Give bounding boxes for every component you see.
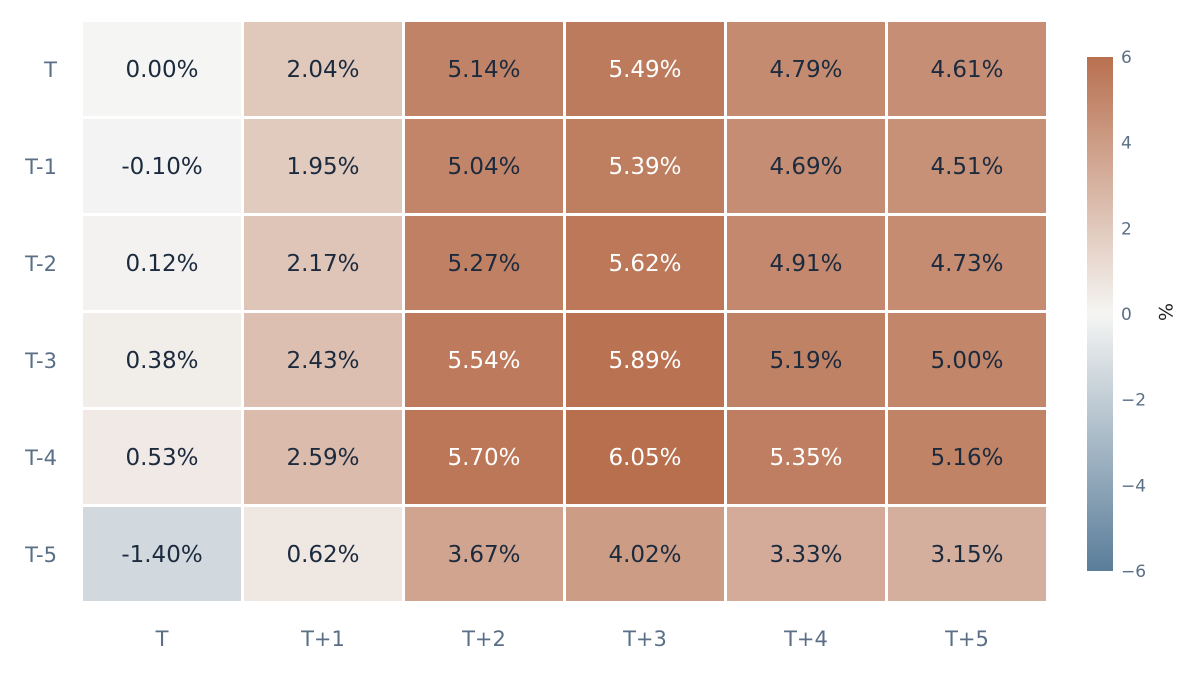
heatmap-cell [244, 22, 402, 116]
colorbar-tick-label: 6 [1121, 48, 1132, 68]
heatmap-cell [888, 22, 1046, 116]
cell-label: 5.27% [447, 251, 520, 277]
cell-label: 5.35% [769, 445, 842, 471]
cell-label: 0.62% [286, 542, 359, 568]
cell-label: 6.05% [608, 445, 681, 471]
y-axis: T T-1 T-2 T-3 T-4 T-5 [24, 58, 57, 567]
heatmap-cell [244, 410, 402, 504]
heatmap-cell [888, 410, 1046, 504]
heatmap-cell [244, 507, 402, 601]
colorbar-tick-label: 4 [1121, 134, 1132, 154]
x-tick-label: T+3 [622, 627, 667, 651]
cell-label: 3.33% [769, 542, 842, 568]
heatmap-cell [244, 216, 402, 310]
cell-label: 5.49% [608, 57, 681, 83]
heatmap-cell [244, 313, 402, 407]
colorbar-tick-label: 2 [1121, 219, 1132, 239]
cell-label: 5.39% [608, 154, 681, 180]
cell-label: 3.67% [447, 542, 520, 568]
heatmap-cell [244, 119, 402, 213]
y-tick-label: T-1 [24, 155, 57, 179]
cell-label: 0.12% [125, 251, 198, 277]
y-tick-label: T-5 [24, 543, 57, 567]
heatmap-cell [888, 216, 1046, 310]
x-tick-label: T+5 [944, 627, 989, 651]
cell-label: 2.04% [286, 57, 359, 83]
colorbar-tick-label: 0 [1121, 305, 1132, 325]
cell-label: -0.10% [121, 154, 202, 180]
colorbar-tick-label: −6 [1121, 562, 1146, 582]
heatmap-cell [405, 313, 563, 407]
cell-label: 1.95% [286, 154, 359, 180]
heatmap-cell [888, 507, 1046, 601]
x-tick-label: T [155, 627, 169, 651]
heatmap-cell [727, 313, 885, 407]
heatmap-cell [566, 313, 724, 407]
cell-label: 4.69% [769, 154, 842, 180]
heatmap-cells: 0.00% 2.04% 5.14% 5.49% 4.79% 4.61% -0.10% 1.95… [83, 22, 1046, 601]
heatmap-cell [83, 216, 241, 310]
cell-label: 2.17% [286, 251, 359, 277]
heatmap-cell [888, 313, 1046, 407]
cell-label: 3.15% [930, 542, 1003, 568]
cell-label: 5.54% [447, 348, 520, 374]
x-tick-label: T+1 [300, 627, 345, 651]
heatmap-cell [566, 22, 724, 116]
cell-label: 0.00% [125, 57, 198, 83]
cell-label: 2.59% [286, 445, 359, 471]
heatmap-cell [405, 507, 563, 601]
colorbar-title: % [1154, 302, 1176, 322]
x-axis: T T+1 T+2 T+3 T+4 T+5 [155, 627, 989, 651]
heatmap-cell [727, 22, 885, 116]
y-tick-label: T-3 [24, 349, 57, 373]
colorbar-ticks: 6 4 2 0 −2 −4 −6 [1121, 48, 1146, 582]
heatmap-cell [727, 216, 885, 310]
colorbar-gradient [1087, 57, 1113, 571]
cell-label: 4.51% [930, 154, 1003, 180]
y-tick-label: T-2 [24, 252, 57, 276]
cell-label: 4.73% [930, 251, 1003, 277]
cell-label: 2.43% [286, 348, 359, 374]
heatmap-cell [83, 410, 241, 504]
heatmap-cell [405, 410, 563, 504]
colorbar: 6 4 2 0 −2 −4 −6 [1087, 48, 1146, 582]
heatmap-cell [566, 216, 724, 310]
heatmap-cell [566, 410, 724, 504]
x-tick-label: T+4 [783, 627, 828, 651]
colorbar-tick-label: −4 [1121, 476, 1146, 496]
heatmap-cell [405, 119, 563, 213]
heatmap-cell [566, 507, 724, 601]
cell-label: 5.70% [447, 445, 520, 471]
cell-label: 5.19% [769, 348, 842, 374]
cell-label: 4.79% [769, 57, 842, 83]
cell-label: 5.16% [930, 445, 1003, 471]
heatmap-cell [888, 119, 1046, 213]
heatmap-cell [405, 216, 563, 310]
heatmap-cell [405, 22, 563, 116]
cell-label: 5.00% [930, 348, 1003, 374]
heatmap-cell [83, 22, 241, 116]
heatmap-cell [83, 507, 241, 601]
x-tick-label: T+2 [461, 627, 506, 651]
cell-label: 0.38% [125, 348, 198, 374]
cell-label: -1.40% [121, 542, 202, 568]
cell-label: 4.91% [769, 251, 842, 277]
heatmap-cell [83, 119, 241, 213]
cell-label: 5.14% [447, 57, 520, 83]
heatmap-cell [727, 507, 885, 601]
heatmap-cell [83, 313, 241, 407]
colorbar-tick-label: −2 [1121, 391, 1146, 411]
cell-label: 5.62% [608, 251, 681, 277]
cell-label: 4.02% [608, 542, 681, 568]
cell-label: 4.61% [930, 57, 1003, 83]
heatmap-cell [566, 119, 724, 213]
heatmap-cell [727, 410, 885, 504]
y-tick-label: T [43, 58, 57, 82]
y-tick-label: T-4 [24, 446, 57, 470]
cell-label: 0.53% [125, 445, 198, 471]
cell-label: 5.89% [608, 348, 681, 374]
cell-label: 5.04% [447, 154, 520, 180]
heatmap-cell [727, 119, 885, 213]
